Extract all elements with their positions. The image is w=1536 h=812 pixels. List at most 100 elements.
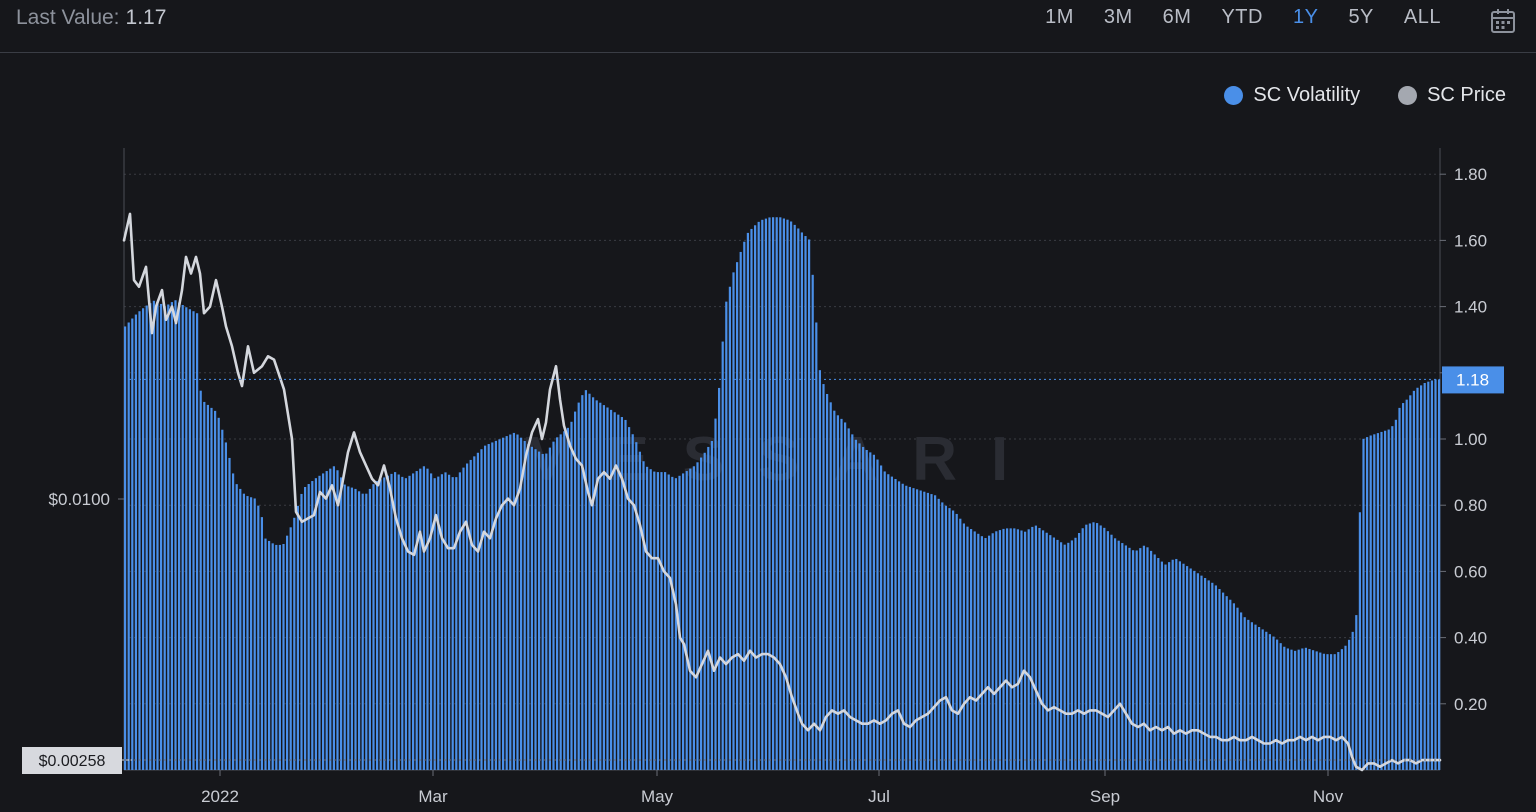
volatility-bar xyxy=(314,478,317,770)
volatility-bar xyxy=(930,494,933,770)
volatility-bar xyxy=(1358,512,1361,770)
volatility-bar xyxy=(570,421,573,770)
volatility-bar xyxy=(127,322,130,770)
volatility-bar xyxy=(646,466,649,770)
volatility-bar xyxy=(991,533,994,770)
volatility-bar xyxy=(692,466,695,770)
volatility-bar xyxy=(487,444,490,770)
volatility-bar xyxy=(455,477,458,770)
volatility-bar xyxy=(559,434,562,770)
volatility-bar xyxy=(592,397,595,770)
volatility-bar xyxy=(386,475,389,770)
volatility-bar xyxy=(1258,627,1261,770)
volatility-bar xyxy=(574,411,577,770)
volatility-bar xyxy=(329,468,332,770)
x-tick-label: 2022 xyxy=(201,787,239,806)
volatility-bar xyxy=(890,476,893,770)
volatility-bar xyxy=(1074,537,1077,770)
range-5y-button[interactable]: 5Y xyxy=(1348,6,1374,28)
volatility-bar xyxy=(1214,585,1217,770)
volatility-bar xyxy=(1168,562,1171,770)
chart-legend: SC Volatility SC Price xyxy=(1224,84,1506,107)
volatility-bar xyxy=(1268,634,1271,770)
left-price-badge-label: $0.00258 xyxy=(39,753,106,770)
volatility-bar xyxy=(491,442,494,770)
volatility-bar xyxy=(1355,615,1358,770)
volatility-bar xyxy=(743,241,746,770)
volatility-bar xyxy=(1150,550,1153,770)
volatility-bar xyxy=(458,472,461,770)
volatility-bar xyxy=(1142,545,1145,770)
volatility-bar xyxy=(1391,426,1394,770)
volatility-bar xyxy=(541,453,544,770)
volatility-bar xyxy=(289,527,292,770)
range-1m-button[interactable]: 1M xyxy=(1045,6,1074,28)
volatility-bar xyxy=(642,461,645,770)
volatility-bar xyxy=(1146,547,1149,770)
volatility-bar xyxy=(970,529,973,770)
volatility-bar xyxy=(394,472,397,770)
legend-item-price[interactable]: SC Price xyxy=(1398,84,1506,107)
volatility-bar xyxy=(1376,433,1379,770)
volatility-bar xyxy=(538,451,541,770)
volatility-bar xyxy=(1106,531,1109,770)
volatility-bar xyxy=(444,472,447,770)
volatility-bar xyxy=(174,300,177,770)
volatility-bar xyxy=(624,419,627,770)
volatility-bar xyxy=(257,505,260,770)
volatility-bar xyxy=(840,418,843,770)
volatility-bar xyxy=(602,405,605,770)
volatility-bar xyxy=(239,488,242,770)
volatility-bar xyxy=(358,491,361,770)
range-6m-button[interactable]: 6M xyxy=(1162,6,1192,28)
volatility-bar xyxy=(178,302,181,770)
volatility-bar xyxy=(365,493,368,770)
volatility-bar xyxy=(833,410,836,770)
volatility-bar xyxy=(192,311,195,770)
volatility-bar xyxy=(1139,548,1142,770)
volatility-bar xyxy=(242,493,245,770)
volatility-bar xyxy=(131,318,134,770)
range-all-button[interactable]: ALL xyxy=(1403,6,1441,28)
volatility-bar xyxy=(750,228,753,770)
volatility-bar xyxy=(761,219,764,771)
volatility-bar xyxy=(552,441,555,770)
volatility-bar xyxy=(847,428,850,770)
calendar-icon[interactable] xyxy=(1490,8,1516,34)
range-3m-button[interactable]: 3M xyxy=(1103,6,1133,28)
volatility-bar xyxy=(944,505,947,770)
volatility-bar xyxy=(1207,580,1210,770)
volatility-bar xyxy=(872,454,875,770)
volatility-bar xyxy=(1200,575,1203,770)
volatility-bar xyxy=(1272,636,1275,770)
volatility-bar xyxy=(700,457,703,770)
volatility-bar xyxy=(671,476,674,770)
volatility-bar xyxy=(1301,648,1304,770)
volatility-bar xyxy=(1229,599,1232,770)
legend-item-volatility[interactable]: SC Volatility xyxy=(1224,84,1360,107)
volatility-bar xyxy=(336,470,339,770)
volatility-bar xyxy=(1153,554,1156,770)
volatility-bar xyxy=(1236,607,1239,770)
volatility-bar xyxy=(808,239,811,770)
volatility-bar xyxy=(397,474,400,770)
range-1y-button[interactable]: 1Y xyxy=(1292,6,1319,28)
volatility-bar xyxy=(804,236,807,771)
volatility-bar xyxy=(826,393,829,770)
volatility-bar xyxy=(1286,648,1289,770)
volatility-bar xyxy=(545,453,548,770)
volatility-bar xyxy=(818,370,821,770)
range-ytd-button[interactable]: YTD xyxy=(1221,6,1263,28)
volatility-bar xyxy=(1070,540,1073,770)
volatility-bar xyxy=(869,452,872,770)
volatility-bar xyxy=(977,533,980,770)
volatility-bar xyxy=(581,395,584,770)
volatility-bar xyxy=(419,468,422,770)
x-tick-label: Sep xyxy=(1090,787,1120,806)
legend-dot-volatility xyxy=(1224,86,1244,105)
volatility-bar xyxy=(1135,550,1138,770)
volatility-bar xyxy=(379,479,382,770)
volatility-bar xyxy=(757,221,760,770)
volatility-bar xyxy=(473,456,476,770)
y-right-tick-label: 0.40 xyxy=(1454,629,1487,648)
